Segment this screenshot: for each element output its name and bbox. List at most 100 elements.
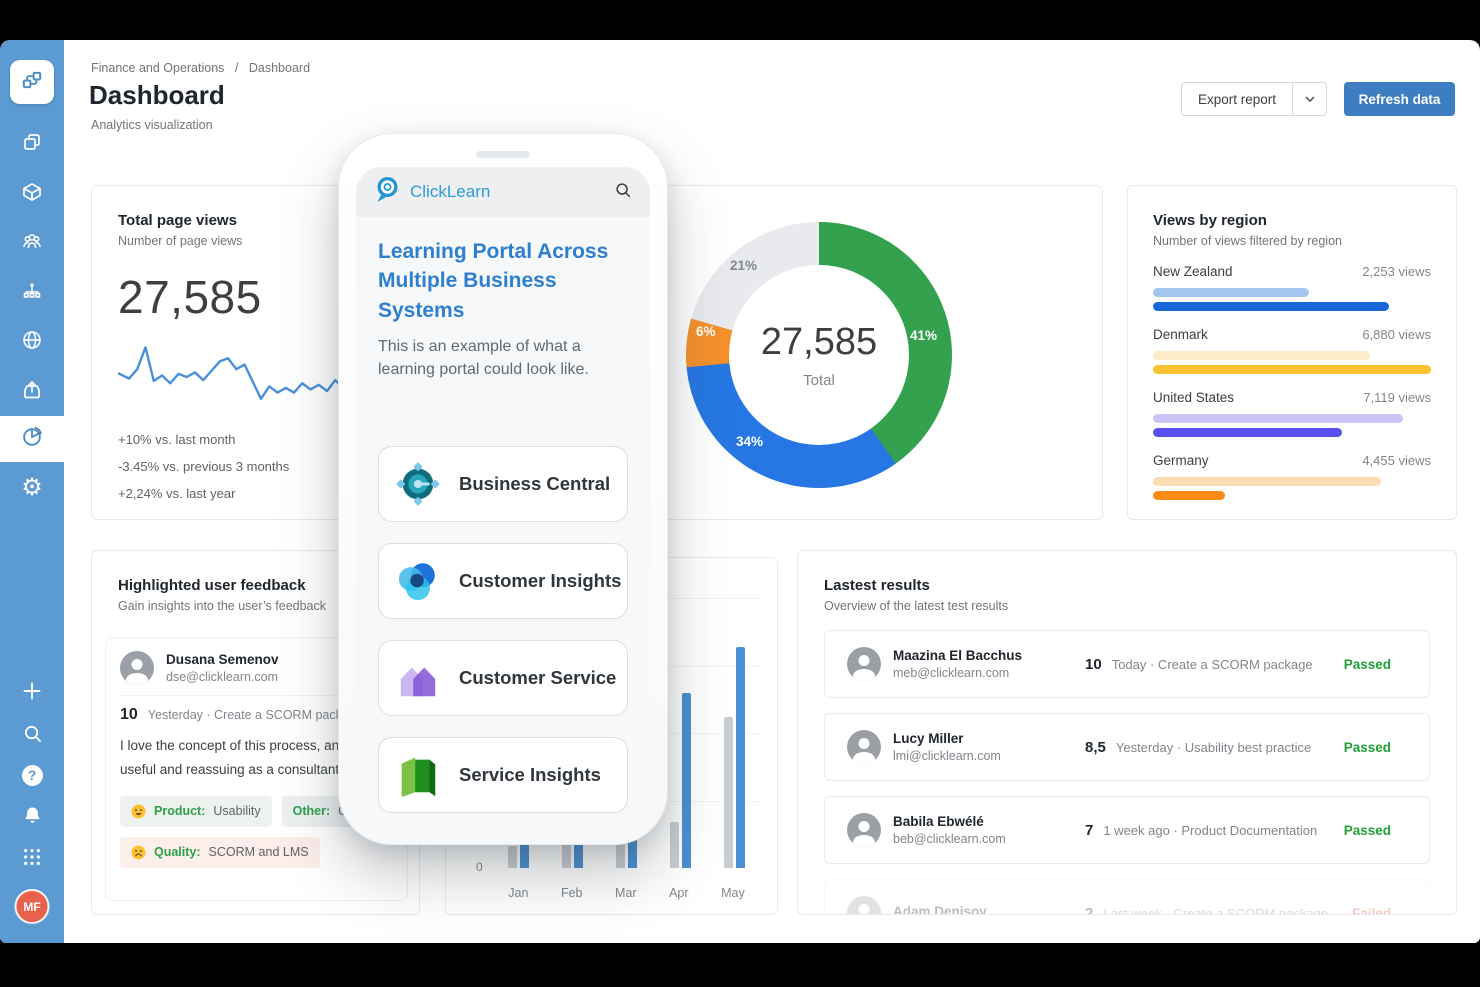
sidebar-item-notifications[interactable] [21, 804, 43, 826]
region-views: 6,880 views [1362, 327, 1431, 342]
result-row[interactable]: Maazina El Bacchus meb@clicklearn.com 10 To… [824, 630, 1430, 698]
result-status-badge: Passed [1343, 739, 1391, 755]
donut-total-label: Total [803, 372, 835, 389]
phone-app-button[interactable]: Business Central [378, 445, 628, 522]
result-user-name: Babila Ebwélé [893, 814, 984, 829]
donut-segment-label: 21% [730, 258, 758, 273]
happy-face-icon [131, 804, 146, 819]
sidebar-item-pages[interactable] [21, 131, 43, 153]
help-icon: ? [21, 764, 43, 786]
feedback-user-email: dse@clicklearn.com [166, 670, 279, 684]
phone-search-icon[interactable] [614, 181, 632, 204]
clicklearn-logo-icon [374, 175, 401, 209]
x-axis-tick: Jan [508, 886, 529, 900]
result-score: 2 [1085, 904, 1094, 915]
result-user-name: Adam Denisov [893, 904, 987, 915]
chevron-down-icon[interactable] [1292, 83, 1326, 115]
delta-stat: -3.45% vs. previous 3 months [118, 459, 290, 474]
sidebar-item-settings[interactable]: ⚙ [21, 474, 43, 501]
phone-app-button-label: Business Central [459, 472, 611, 494]
donut-segment-label: 6% [696, 324, 716, 339]
x-axis-tick: Mar [615, 886, 637, 900]
phone-app-button[interactable]: Customer Insights [378, 542, 628, 619]
export-report-label: Export report [1198, 91, 1277, 107]
bar-current [681, 692, 691, 868]
sidebar-item-search[interactable] [21, 722, 43, 744]
refresh-data-button[interactable]: Refresh data [1344, 82, 1455, 116]
sidebar-item-analytics[interactable] [0, 416, 64, 462]
donut-chart: 41% 34% 6% 21% 27,585 Total [686, 222, 952, 488]
person-avatar [847, 647, 881, 681]
sidebar-item-globe[interactable] [21, 329, 43, 351]
result-rows: Maazina El Bacchus meb@clicklearn.com 10 To… [824, 630, 1430, 915]
feedback-text: I love the concept of this process, and … [120, 738, 409, 778]
page-subtitle: Analytics visualization [91, 118, 213, 132]
result-row[interactable]: Adam Denisov 2 Last week · Create a SCORM … [824, 879, 1430, 915]
bar-current [735, 646, 745, 868]
service-insights-icon [395, 752, 441, 798]
user-avatar[interactable]: MF [14, 889, 50, 924]
donut-segment-label: 41% [910, 328, 938, 343]
gear-icon: ⚙ [21, 474, 43, 501]
region-row: Germany 4,455 views [1153, 453, 1431, 500]
sidebar-item-hierarchy[interactable] [21, 280, 43, 302]
export-report-button[interactable]: Export report [1181, 82, 1328, 116]
tag-label: Other: [292, 804, 331, 819]
monthly-bar-chart [492, 598, 761, 868]
sidebar-item-add[interactable] [21, 680, 43, 702]
sidebar-item-apps[interactable] [21, 846, 43, 868]
customer-insights-icon [395, 558, 441, 604]
bar-group [723, 598, 745, 868]
result-status-badge: Passed [1343, 656, 1391, 672]
sidebar-item-package[interactable] [21, 181, 43, 203]
region-name: United States [1153, 390, 1235, 405]
x-axis-tick: Feb [560, 886, 583, 900]
result-score: 8,5 [1085, 738, 1106, 756]
person-avatar [120, 651, 154, 685]
page-title: Dashboard [89, 80, 225, 110]
phone-app-button-label: Service Insights [459, 763, 601, 785]
result-row[interactable]: Babila Ebwélé beb@clicklearn.com 7 1 week a… [824, 796, 1430, 864]
result-meta: Last week · Create a SCORM package [1103, 905, 1329, 915]
plus-icon [21, 680, 43, 702]
feedback-meta: Yesterday · Create a SCORM package [147, 708, 363, 722]
result-row[interactable]: Lucy Miller lmi@clicklearn.com 8,5 Yesterda… [824, 713, 1430, 781]
phone-app-button-label: Customer Insights [459, 569, 622, 591]
highlighted-feedback-card: Highlighted user feedback Gain insights … [91, 550, 420, 915]
result-status-badge: Failed [1351, 905, 1391, 915]
region-bar-light [1153, 414, 1404, 423]
bar-current [574, 838, 584, 868]
x-axis-tick: Apr [669, 886, 689, 900]
card-subtitle: Number of views filtered by region [1153, 234, 1342, 248]
workflow-icon [20, 68, 44, 97]
delta-list: +10% vs. last month -3.45% vs. previous 3… [118, 432, 393, 501]
result-meta: 1 week ago · Product Documentation [1103, 822, 1318, 838]
card-subtitle: Overview of the latest test results [824, 599, 1009, 613]
breadcrumb-current[interactable]: Dashboard [248, 61, 311, 75]
phone-app-button[interactable]: Service Insights [378, 736, 628, 813]
region-row: United States 7,119 views [1153, 390, 1431, 437]
card-title: Lastest results [824, 577, 930, 594]
phone-description: This is an example of what a learning po… [378, 338, 589, 379]
bell-icon [22, 805, 43, 826]
result-score: 7 [1085, 821, 1094, 839]
result-meta: Today · Create a SCORM package [1111, 656, 1313, 672]
x-axis-tick: May [721, 886, 745, 900]
breadcrumb-parent[interactable]: Finance and Operations [91, 61, 225, 75]
tag-value: SCORM and LMS [208, 845, 309, 860]
sidebar-item-team[interactable] [21, 230, 43, 252]
bar-previous [562, 843, 572, 868]
pages-icon [21, 131, 43, 153]
phone-app-header: ClickLearn [356, 167, 650, 217]
feedback-score: 10 [120, 706, 138, 723]
latest-results-card: Lastest results Overview of the latest t… [797, 550, 1457, 915]
region-bar-dark [1153, 302, 1390, 311]
phone-app-button[interactable]: Customer Service [378, 639, 628, 716]
tag-value: Usability [213, 804, 261, 819]
card-title: Views by region [1153, 212, 1267, 229]
sidebar-item-export[interactable] [21, 379, 43, 401]
sidebar-item-help[interactable]: ? [21, 764, 43, 786]
search-icon [22, 723, 43, 744]
sidebar-item-workflow[interactable] [10, 60, 54, 104]
bar-current [520, 841, 530, 868]
